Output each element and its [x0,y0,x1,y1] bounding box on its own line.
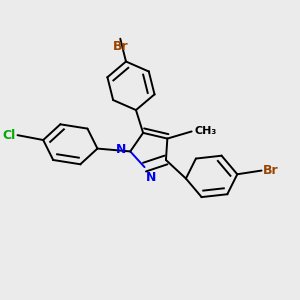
Text: N: N [146,171,156,184]
Text: Br: Br [263,164,279,177]
Text: Cl: Cl [3,129,16,142]
Text: Br: Br [112,40,128,53]
Text: CH₃: CH₃ [194,126,217,136]
Text: N: N [116,143,126,157]
